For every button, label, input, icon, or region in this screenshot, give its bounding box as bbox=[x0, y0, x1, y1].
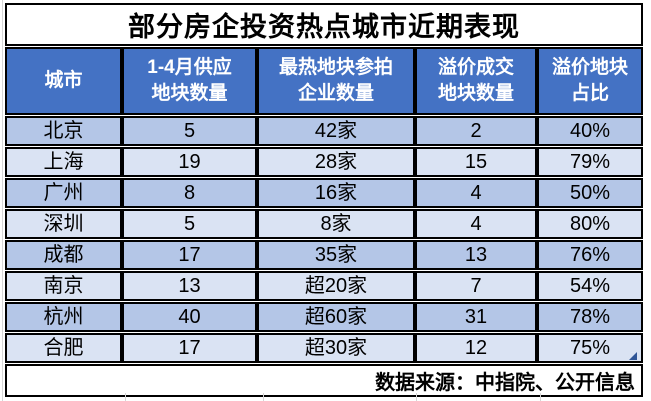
cell-ratio: 79% bbox=[537, 147, 644, 177]
table-row: 广州 8 16家 4 50% bbox=[5, 178, 644, 208]
cell-city: 上海 bbox=[5, 147, 122, 177]
cell-supply: 5 bbox=[122, 116, 257, 146]
cell-firms: 超30家 bbox=[257, 333, 415, 363]
city-investment-table: 部分房企投资热点城市近期表现 城市 1-4月供应 地块数量 最热地块参拍 企业数… bbox=[5, 2, 644, 398]
column-header-supply-plots: 1-4月供应 地块数量 bbox=[122, 47, 257, 115]
header-row: 城市 1-4月供应 地块数量 最热地块参拍 企业数量 溢价成交 地块数量 溢价地… bbox=[5, 47, 644, 115]
cell-ratio: 75% bbox=[537, 333, 644, 363]
cell-supply: 40 bbox=[122, 302, 257, 332]
cell-deals: 15 bbox=[415, 147, 537, 177]
cell-ratio: 50% bbox=[537, 178, 644, 208]
cell-city: 杭州 bbox=[5, 302, 122, 332]
cell-supply: 13 bbox=[122, 271, 257, 301]
cell-city: 北京 bbox=[5, 116, 122, 146]
cell-city: 深圳 bbox=[5, 209, 122, 239]
data-table: 部分房企投资热点城市近期表现 城市 1-4月供应 地块数量 最热地块参拍 企业数… bbox=[5, 2, 644, 398]
table-row: 上海 19 28家 15 79% bbox=[5, 147, 644, 177]
cell-corner-marker bbox=[629, 352, 637, 360]
cell-city: 南京 bbox=[5, 271, 122, 301]
cell-ratio: 80% bbox=[537, 209, 644, 239]
cell-ratio: 54% bbox=[537, 271, 644, 301]
table-row: 南京 13 超20家 7 54% bbox=[5, 271, 644, 301]
cell-supply: 19 bbox=[122, 147, 257, 177]
column-header-city: 城市 bbox=[5, 47, 122, 115]
cell-supply: 17 bbox=[122, 240, 257, 270]
cell-deals: 7 bbox=[415, 271, 537, 301]
cell-firms: 16家 bbox=[257, 178, 415, 208]
sheet-gridline bbox=[416, 393, 417, 401]
cell-deals: 4 bbox=[415, 178, 537, 208]
cell-deals: 4 bbox=[415, 209, 537, 239]
table-row: 合肥 17 超30家 12 75% bbox=[5, 333, 644, 363]
cell-supply: 8 bbox=[122, 178, 257, 208]
cell-ratio: 76% bbox=[537, 240, 644, 270]
cell-supply: 5 bbox=[122, 209, 257, 239]
cell-firms: 超60家 bbox=[257, 302, 415, 332]
sheet-gridline bbox=[2, 0, 3, 401]
table-row: 成都 17 35家 13 76% bbox=[5, 240, 644, 270]
cell-ratio: 78% bbox=[537, 302, 644, 332]
sheet-gridline bbox=[125, 393, 126, 401]
cell-city: 广州 bbox=[5, 178, 122, 208]
cell-deals: 31 bbox=[415, 302, 537, 332]
cell-city: 成都 bbox=[5, 240, 122, 270]
cell-firms: 8家 bbox=[257, 209, 415, 239]
table-title: 部分房企投资热点城市近期表现 bbox=[5, 3, 644, 46]
cell-firms: 42家 bbox=[257, 116, 415, 146]
cell-ratio: 40% bbox=[537, 116, 644, 146]
cell-firms: 35家 bbox=[257, 240, 415, 270]
sheet-gridline bbox=[263, 393, 264, 401]
column-header-premium-ratio: 溢价地块 占比 bbox=[537, 47, 644, 115]
cell-deals: 13 bbox=[415, 240, 537, 270]
cell-firms: 28家 bbox=[257, 147, 415, 177]
cell-city: 合肥 bbox=[5, 333, 122, 363]
table-row: 杭州 40 超60家 31 78% bbox=[5, 302, 644, 332]
sheet-gridline bbox=[540, 393, 541, 401]
cell-deals: 12 bbox=[415, 333, 537, 363]
cell-deals: 2 bbox=[415, 116, 537, 146]
cell-firms: 超20家 bbox=[257, 271, 415, 301]
table-row: 北京 5 42家 2 40% bbox=[5, 116, 644, 146]
column-header-bidding-firms: 最热地块参拍 企业数量 bbox=[257, 47, 415, 115]
column-header-premium-deals: 溢价成交 地块数量 bbox=[415, 47, 537, 115]
source-note: 数据来源：中指院、公开信息 bbox=[5, 364, 644, 397]
table-row: 深圳 5 8家 4 80% bbox=[5, 209, 644, 239]
cell-supply: 17 bbox=[122, 333, 257, 363]
